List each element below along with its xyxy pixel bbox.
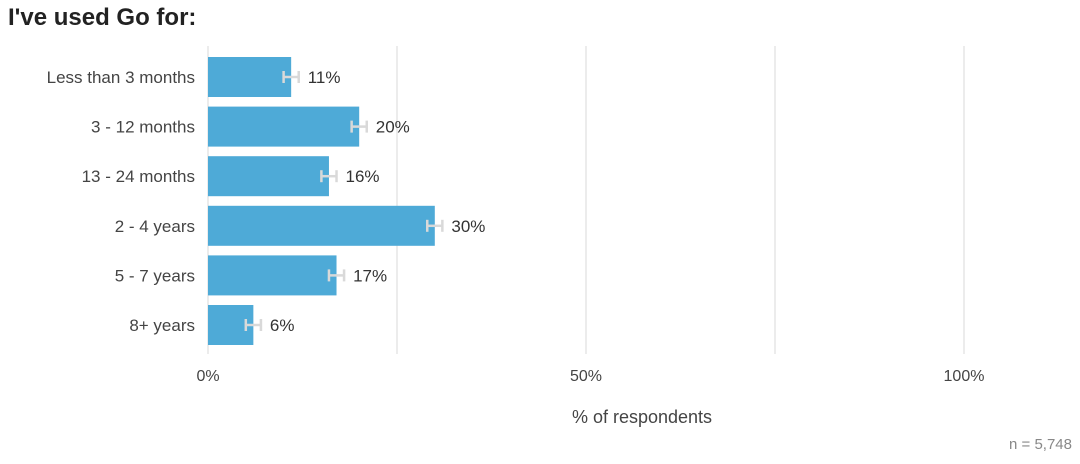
value-label: 17% (353, 266, 387, 285)
bar (208, 205, 435, 246)
error-bar (425, 219, 444, 232)
bar (208, 106, 360, 147)
error-bar (244, 319, 263, 331)
sample-size-note: n = 5,748 (1009, 436, 1072, 453)
error-bar (327, 269, 346, 282)
x-axis-title: % of respondents (572, 407, 712, 427)
grid-layer (207, 46, 965, 354)
category-label: 3 - 12 months (91, 118, 195, 137)
bars-layer (208, 57, 444, 345)
x-axis-ticks: 0% 50% 100% (196, 368, 984, 385)
error-bar (320, 170, 338, 183)
bar (208, 255, 337, 296)
x-tick-label: 0% (196, 368, 219, 385)
value-label: 11% (308, 68, 341, 87)
sample-size-value: 5,748 (1034, 436, 1072, 453)
category-label: Less than 3 months (47, 68, 195, 87)
category-label: 13 - 24 months (82, 167, 195, 186)
bar (208, 57, 292, 97)
value-label: 30% (451, 217, 485, 236)
category-label: 5 - 7 years (115, 266, 195, 285)
value-label: 16% (346, 167, 380, 186)
x-tick-label: 50% (570, 368, 602, 385)
x-tick-label: 100% (944, 368, 985, 385)
labels-layer: Less than 3 months 11% 3 - 12 months 20% 13 … (47, 68, 486, 335)
sample-size-prefix: n = (1009, 436, 1035, 453)
error-bar (350, 120, 369, 133)
bar (208, 156, 329, 197)
value-label: 6% (270, 316, 295, 335)
value-label: 20% (376, 118, 410, 137)
error-bar (282, 71, 300, 83)
chart-title: I've used Go for: (8, 4, 197, 31)
category-label: 8+ years (129, 316, 195, 335)
category-label: 2 - 4 years (115, 217, 195, 236)
